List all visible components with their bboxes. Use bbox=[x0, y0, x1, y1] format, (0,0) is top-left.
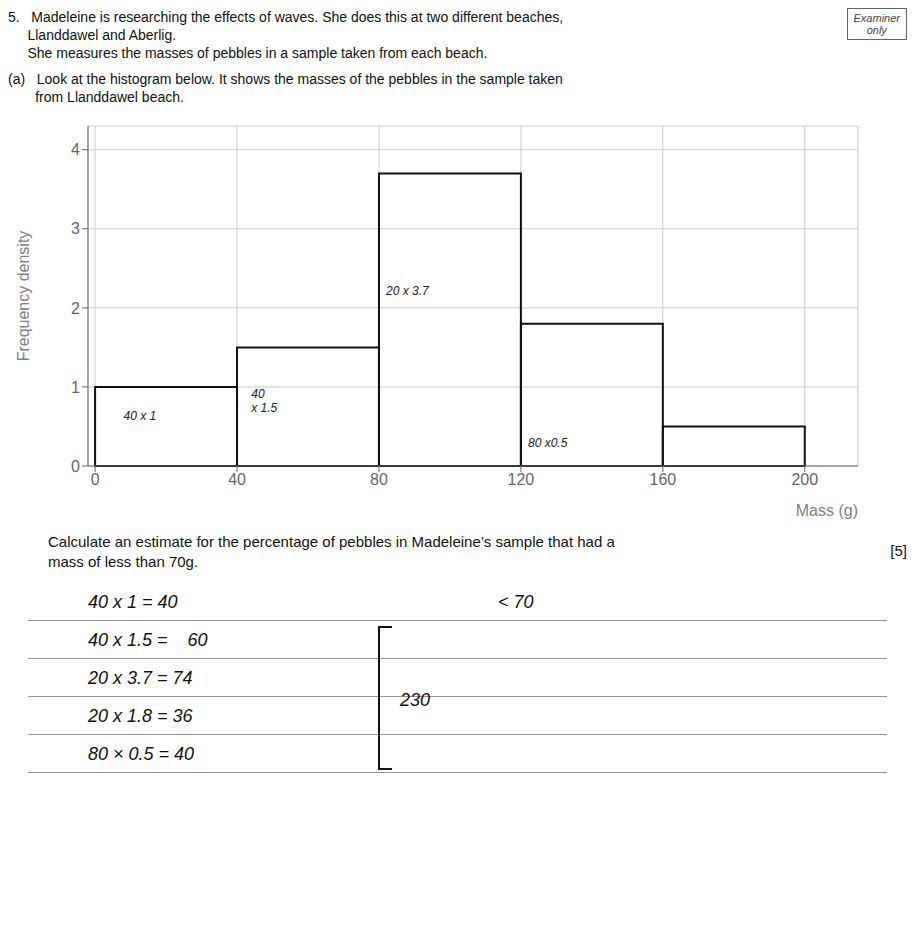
svg-text:Frequency density: Frequency density bbox=[15, 231, 32, 362]
svg-text:40: 40 bbox=[228, 471, 246, 488]
html-text:230: 230 bbox=[400, 690, 430, 710]
svg-text:20 x 3.7: 20 x 3.7 bbox=[385, 284, 430, 298]
svg-text:2: 2 bbox=[71, 300, 80, 317]
html-text:Calculate an estimate for the: Calculate an estimate for the percentage… bbox=[48, 533, 615, 550]
html-text:(a) Look at the histogram belo: (a) Look at the histogram below. It show… bbox=[8, 71, 563, 87]
html-text:Llanddawel and Aberlig.: Llanddawel and Aberlig. bbox=[8, 27, 177, 43]
html-text:40 x 1.5 = 60: 40 x 1.5 = 60 bbox=[88, 630, 208, 650]
html-text:from Llanddawel beach.: from Llanddawel beach. bbox=[8, 89, 184, 105]
html-text:< 70: < 70 bbox=[498, 592, 534, 612]
svg-text:160: 160 bbox=[649, 471, 676, 488]
html-text:She measures the masses of peb: She measures the masses of pebbles in a … bbox=[8, 45, 488, 61]
html-text:mass of less than 70g.: mass of less than 70g. bbox=[48, 553, 199, 570]
svg-text:200: 200 bbox=[791, 471, 818, 488]
html-text:Examiner only: Examiner only bbox=[853, 12, 900, 36]
svg-text:0: 0 bbox=[71, 458, 80, 475]
html-text:5. Madeleine is researching th: 5. Madeleine is researching the effects … bbox=[8, 9, 564, 25]
svg-text:40x 1.5: 40x 1.5 bbox=[250, 387, 277, 415]
svg-text:4: 4 bbox=[71, 141, 80, 158]
svg-text:80 x0.5: 80 x0.5 bbox=[528, 436, 568, 450]
svg-text:1: 1 bbox=[71, 379, 80, 396]
html-text:20 x 1.8 = 36: 20 x 1.8 = 36 bbox=[88, 706, 193, 726]
html-text:[5]: [5] bbox=[890, 542, 907, 559]
svg-text:80: 80 bbox=[370, 471, 388, 488]
html-text:80 × 0.5 = 40: 80 × 0.5 = 40 bbox=[88, 744, 195, 764]
svg-text:0: 0 bbox=[91, 471, 100, 488]
svg-text:40 x 1: 40 x 1 bbox=[123, 409, 156, 423]
svg-text:3: 3 bbox=[71, 220, 80, 237]
html-text:20 x 3.7 = 74: 20 x 3.7 = 74 bbox=[88, 668, 193, 688]
svg-text:Mass (g): Mass (g) bbox=[796, 502, 858, 519]
svg-text:120: 120 bbox=[508, 471, 535, 488]
html-text:40 x 1 = 40: 40 x 1 = 40 bbox=[88, 592, 178, 612]
